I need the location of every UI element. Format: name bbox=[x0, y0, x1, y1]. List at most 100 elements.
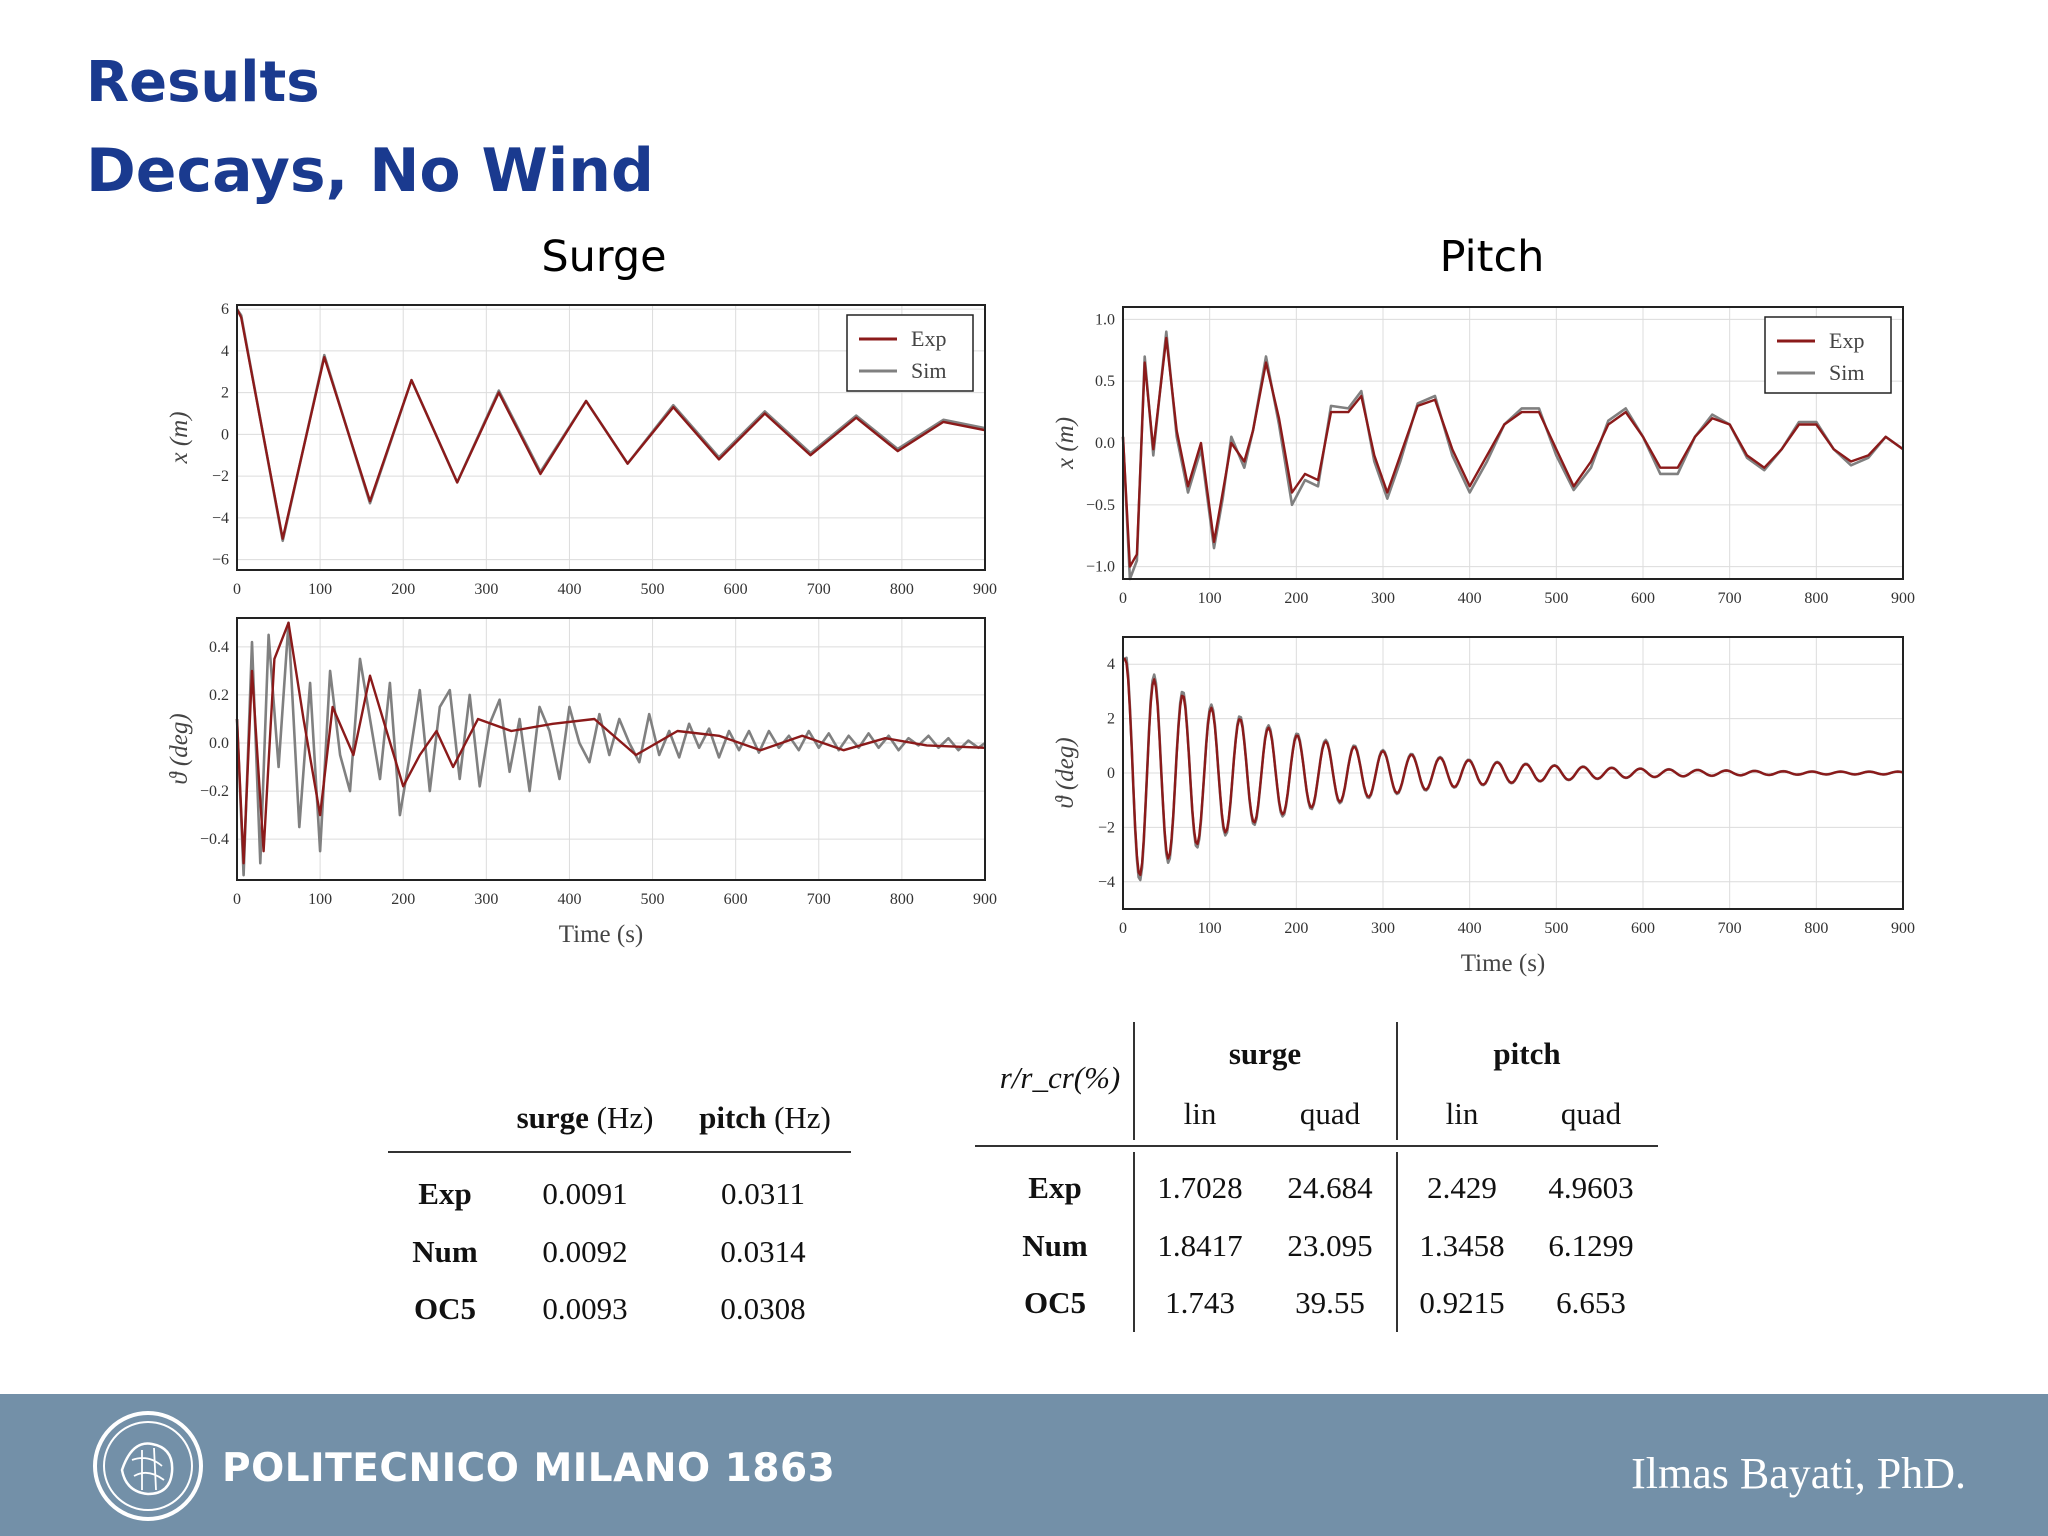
x-tick-label: 400 bbox=[1458, 920, 1482, 937]
x-tick-label: 500 bbox=[1544, 920, 1568, 937]
damping-row-label: Exp bbox=[1028, 1170, 1082, 1205]
damping-cell: 1.7028 bbox=[1157, 1170, 1243, 1205]
y-tick-label: −4 bbox=[212, 510, 229, 527]
y-tick-label: −0.5 bbox=[1086, 497, 1115, 514]
y-tick-label: 6 bbox=[221, 301, 229, 318]
y-tick-label: −4 bbox=[1098, 874, 1115, 891]
university-seal-icon[interactable] bbox=[92, 1410, 204, 1522]
freq-row-label: OC5 bbox=[414, 1291, 476, 1326]
x-tick-label: 100 bbox=[308, 581, 332, 598]
legend-label: Sim bbox=[911, 358, 946, 383]
x-tick-label: 900 bbox=[973, 581, 997, 598]
series-line-exp bbox=[235, 621, 986, 865]
x-tick-label: 300 bbox=[474, 581, 498, 598]
series-line-exp bbox=[235, 308, 986, 540]
damping-cell: 6.653 bbox=[1556, 1285, 1626, 1320]
x-tick-label: 300 bbox=[474, 891, 498, 908]
y-tick-label: 0.0 bbox=[209, 735, 229, 752]
freq-cell: 0.0311 bbox=[720, 1176, 806, 1211]
x-tick-label: 0 bbox=[233, 581, 241, 598]
plot-frame bbox=[236, 617, 986, 881]
x-tick-label: 700 bbox=[807, 581, 831, 598]
y-tick-label: −2 bbox=[212, 468, 229, 485]
damping-cell: 1.3458 bbox=[1419, 1228, 1505, 1263]
x-tick-label: 0 bbox=[1119, 590, 1127, 607]
damping-cell: 4.9603 bbox=[1548, 1170, 1634, 1205]
x-tick-label: 800 bbox=[1804, 590, 1828, 607]
damping-subheader: lin bbox=[1183, 1096, 1217, 1131]
chart-pitch-theta: 0 100 200 300 400 500 600 700 800 900 −4 −2 0 2 4 ϑ (de… bbox=[1052, 636, 1915, 977]
damping-row-label: Num bbox=[1022, 1228, 1088, 1263]
damping-row-label: OC5 bbox=[1024, 1285, 1086, 1320]
damping-corner-header: r/r_cr(%) bbox=[999, 1060, 1121, 1095]
freq-col-header-pitch: pitch (Hz) bbox=[699, 1100, 831, 1135]
x-tick-label: 700 bbox=[807, 891, 831, 908]
y-tick-label: 0.4 bbox=[209, 639, 229, 656]
x-tick-label: 200 bbox=[1284, 590, 1308, 607]
damping-subheader: quad bbox=[1299, 1096, 1361, 1131]
damping-vrule bbox=[1396, 1152, 1398, 1332]
y-tick-label: 1.0 bbox=[1095, 311, 1115, 328]
x-tick-label: 0 bbox=[1119, 920, 1127, 937]
x-tick-label: 800 bbox=[890, 891, 914, 908]
y-axis-label: ϑ (deg) bbox=[166, 713, 193, 784]
x-tick-label: 600 bbox=[1631, 590, 1655, 607]
chart-surge-x: 0 100 200 300 400 500 600 700 800 900 −6 −4 −2 0 2 4 6 x … bbox=[166, 301, 997, 598]
x-tick-label: 600 bbox=[724, 891, 748, 908]
damping-cell: 39.55 bbox=[1295, 1285, 1365, 1320]
y-tick-label: 0.2 bbox=[209, 687, 229, 704]
damping-vrule bbox=[1133, 1152, 1135, 1332]
x-tick-label: 900 bbox=[973, 891, 997, 908]
y-tick-label: 0.0 bbox=[1095, 435, 1115, 452]
damping-group-pitch: pitch bbox=[1493, 1036, 1561, 1071]
x-tick-label: 500 bbox=[1544, 590, 1568, 607]
x-tick-label: 800 bbox=[1804, 920, 1828, 937]
x-tick-label: 300 bbox=[1371, 590, 1395, 607]
decay-plots: 0 100 200 300 400 500 600 700 800 900−6−4−20246x … bbox=[166, 301, 1915, 977]
x-tick-label: 400 bbox=[557, 891, 581, 908]
damping-cell: 1.8417 bbox=[1157, 1228, 1243, 1263]
x-tick-label: 100 bbox=[308, 891, 332, 908]
x-tick-label: 100 bbox=[1198, 590, 1222, 607]
freq-col-header-surge: surge (Hz) bbox=[516, 1100, 654, 1135]
damping-subheader: lin bbox=[1445, 1096, 1479, 1131]
x-tick-label: 900 bbox=[1891, 590, 1915, 607]
y-tick-label: 2 bbox=[221, 385, 229, 402]
y-tick-label: −0.4 bbox=[200, 831, 229, 848]
legend-box bbox=[1764, 316, 1892, 394]
y-tick-label: −1.0 bbox=[1086, 559, 1115, 576]
y-tick-label: 4 bbox=[221, 343, 229, 360]
plot-frame bbox=[1122, 306, 1904, 580]
plot-frame bbox=[236, 304, 986, 571]
x-axis-label: Time (s) bbox=[559, 921, 644, 948]
x-tick-label: 500 bbox=[641, 581, 665, 598]
x-tick-label: 700 bbox=[1718, 590, 1742, 607]
x-tick-label: 400 bbox=[1458, 590, 1482, 607]
y-axis-label: x (m) bbox=[1052, 417, 1079, 470]
legend-label: Sim bbox=[1829, 360, 1864, 385]
damping-cell: 6.1299 bbox=[1548, 1228, 1634, 1263]
slide-title: Results bbox=[86, 50, 320, 115]
series-line-exp bbox=[1123, 657, 1904, 877]
legend-label: Exp bbox=[911, 326, 946, 351]
freq-cell: 0.0091 bbox=[542, 1176, 628, 1211]
x-tick-label: 200 bbox=[1284, 920, 1308, 937]
freq-row-label: Num bbox=[412, 1234, 478, 1269]
y-tick-label: 0 bbox=[221, 426, 229, 443]
damping-subheader: quad bbox=[1560, 1096, 1622, 1131]
y-tick-label: 0.5 bbox=[1095, 373, 1115, 390]
y-axis-label: ϑ (deg) bbox=[1052, 737, 1079, 808]
x-tick-label: 700 bbox=[1718, 920, 1742, 937]
x-tick-label: 400 bbox=[557, 581, 581, 598]
x-tick-label: 500 bbox=[641, 891, 665, 908]
footer-author: Ilmas Bayati, PhD. bbox=[1631, 1449, 1966, 1498]
freq-header-rule bbox=[388, 1151, 851, 1153]
freq-cell: 0.0314 bbox=[720, 1234, 806, 1269]
y-tick-label: 2 bbox=[1107, 711, 1115, 728]
footer-organization[interactable]: POLITECNICO MILANO 1863 bbox=[222, 1446, 836, 1491]
footer-bar bbox=[0, 1394, 2048, 1536]
surge-figure-title: Surge bbox=[541, 232, 667, 282]
y-tick-label: −6 bbox=[212, 552, 229, 569]
x-tick-label: 600 bbox=[724, 581, 748, 598]
damping-group-surge: surge bbox=[1228, 1036, 1302, 1071]
